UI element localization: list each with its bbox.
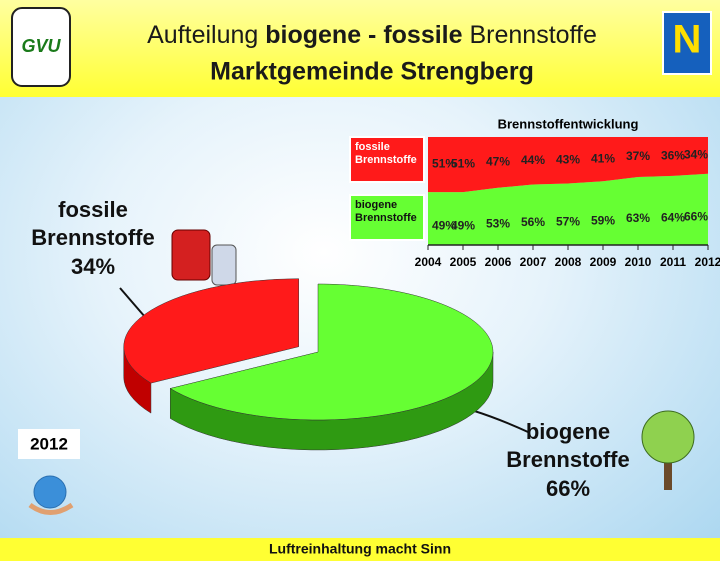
x-tick-label: 2011 bbox=[660, 255, 686, 269]
value-label: 36% bbox=[661, 149, 685, 163]
value-label: 47% bbox=[486, 155, 510, 169]
logo-right: N bbox=[673, 18, 702, 62]
x-tick-label: 2005 bbox=[450, 255, 477, 269]
value-label: 43% bbox=[556, 152, 580, 166]
header-subtitle: Marktgemeinde Strengberg bbox=[210, 58, 534, 86]
slide: GVU N Aufteilung biogene - fossile Brenn… bbox=[0, 0, 720, 561]
pie-label: fossile Brennstoffe bbox=[28, 196, 158, 252]
tree-crown bbox=[642, 411, 694, 463]
x-tick-label: 2004 bbox=[415, 255, 442, 269]
value-label: 51% bbox=[451, 157, 475, 171]
footer-text: Luftreinhaltung macht Sinn bbox=[269, 541, 451, 557]
value-label: 44% bbox=[521, 153, 545, 167]
pie-value-label: 34% bbox=[28, 254, 158, 280]
pie-value-label: 66% bbox=[498, 476, 638, 502]
value-label: 41% bbox=[591, 151, 615, 165]
value-label: 59% bbox=[591, 213, 615, 227]
value-label: 64% bbox=[661, 211, 685, 225]
x-tick-label: 2010 bbox=[625, 255, 652, 269]
value-label: 49% bbox=[451, 219, 475, 233]
oil-can-icon bbox=[212, 245, 236, 285]
header-title: Aufteilung biogene - fossile Brennstoffe bbox=[147, 21, 597, 49]
title-part: biogene - fossile bbox=[265, 21, 462, 49]
title-part: Aufteilung bbox=[147, 21, 258, 49]
value-label: 57% bbox=[556, 214, 580, 228]
x-tick-label: 2009 bbox=[590, 255, 617, 269]
value-label: 63% bbox=[626, 211, 650, 225]
logo-left: GVU bbox=[21, 36, 61, 56]
x-tick-label: 2012 bbox=[695, 255, 720, 269]
legend-label: biogene Brennstoffe bbox=[355, 199, 415, 225]
x-tick-label: 2008 bbox=[555, 255, 582, 269]
legend-label: fossile Brennstoffe bbox=[355, 141, 415, 167]
area-chart-title: Brennstoffentwicklung bbox=[498, 116, 639, 131]
year-badge: 2012 bbox=[30, 434, 68, 453]
x-tick-label: 2006 bbox=[485, 255, 512, 269]
pie-label: biogene Brennstoffe bbox=[498, 418, 638, 474]
value-label: 53% bbox=[486, 217, 510, 231]
title-part: Brennstoffe bbox=[469, 21, 596, 49]
value-label: 37% bbox=[626, 149, 650, 163]
globe-icon bbox=[34, 476, 66, 508]
value-label: 56% bbox=[521, 215, 545, 229]
gas-can-icon bbox=[172, 230, 210, 280]
x-tick-label: 2007 bbox=[520, 255, 547, 269]
value-label: 34% bbox=[684, 148, 708, 162]
value-label: 66% bbox=[684, 210, 708, 224]
